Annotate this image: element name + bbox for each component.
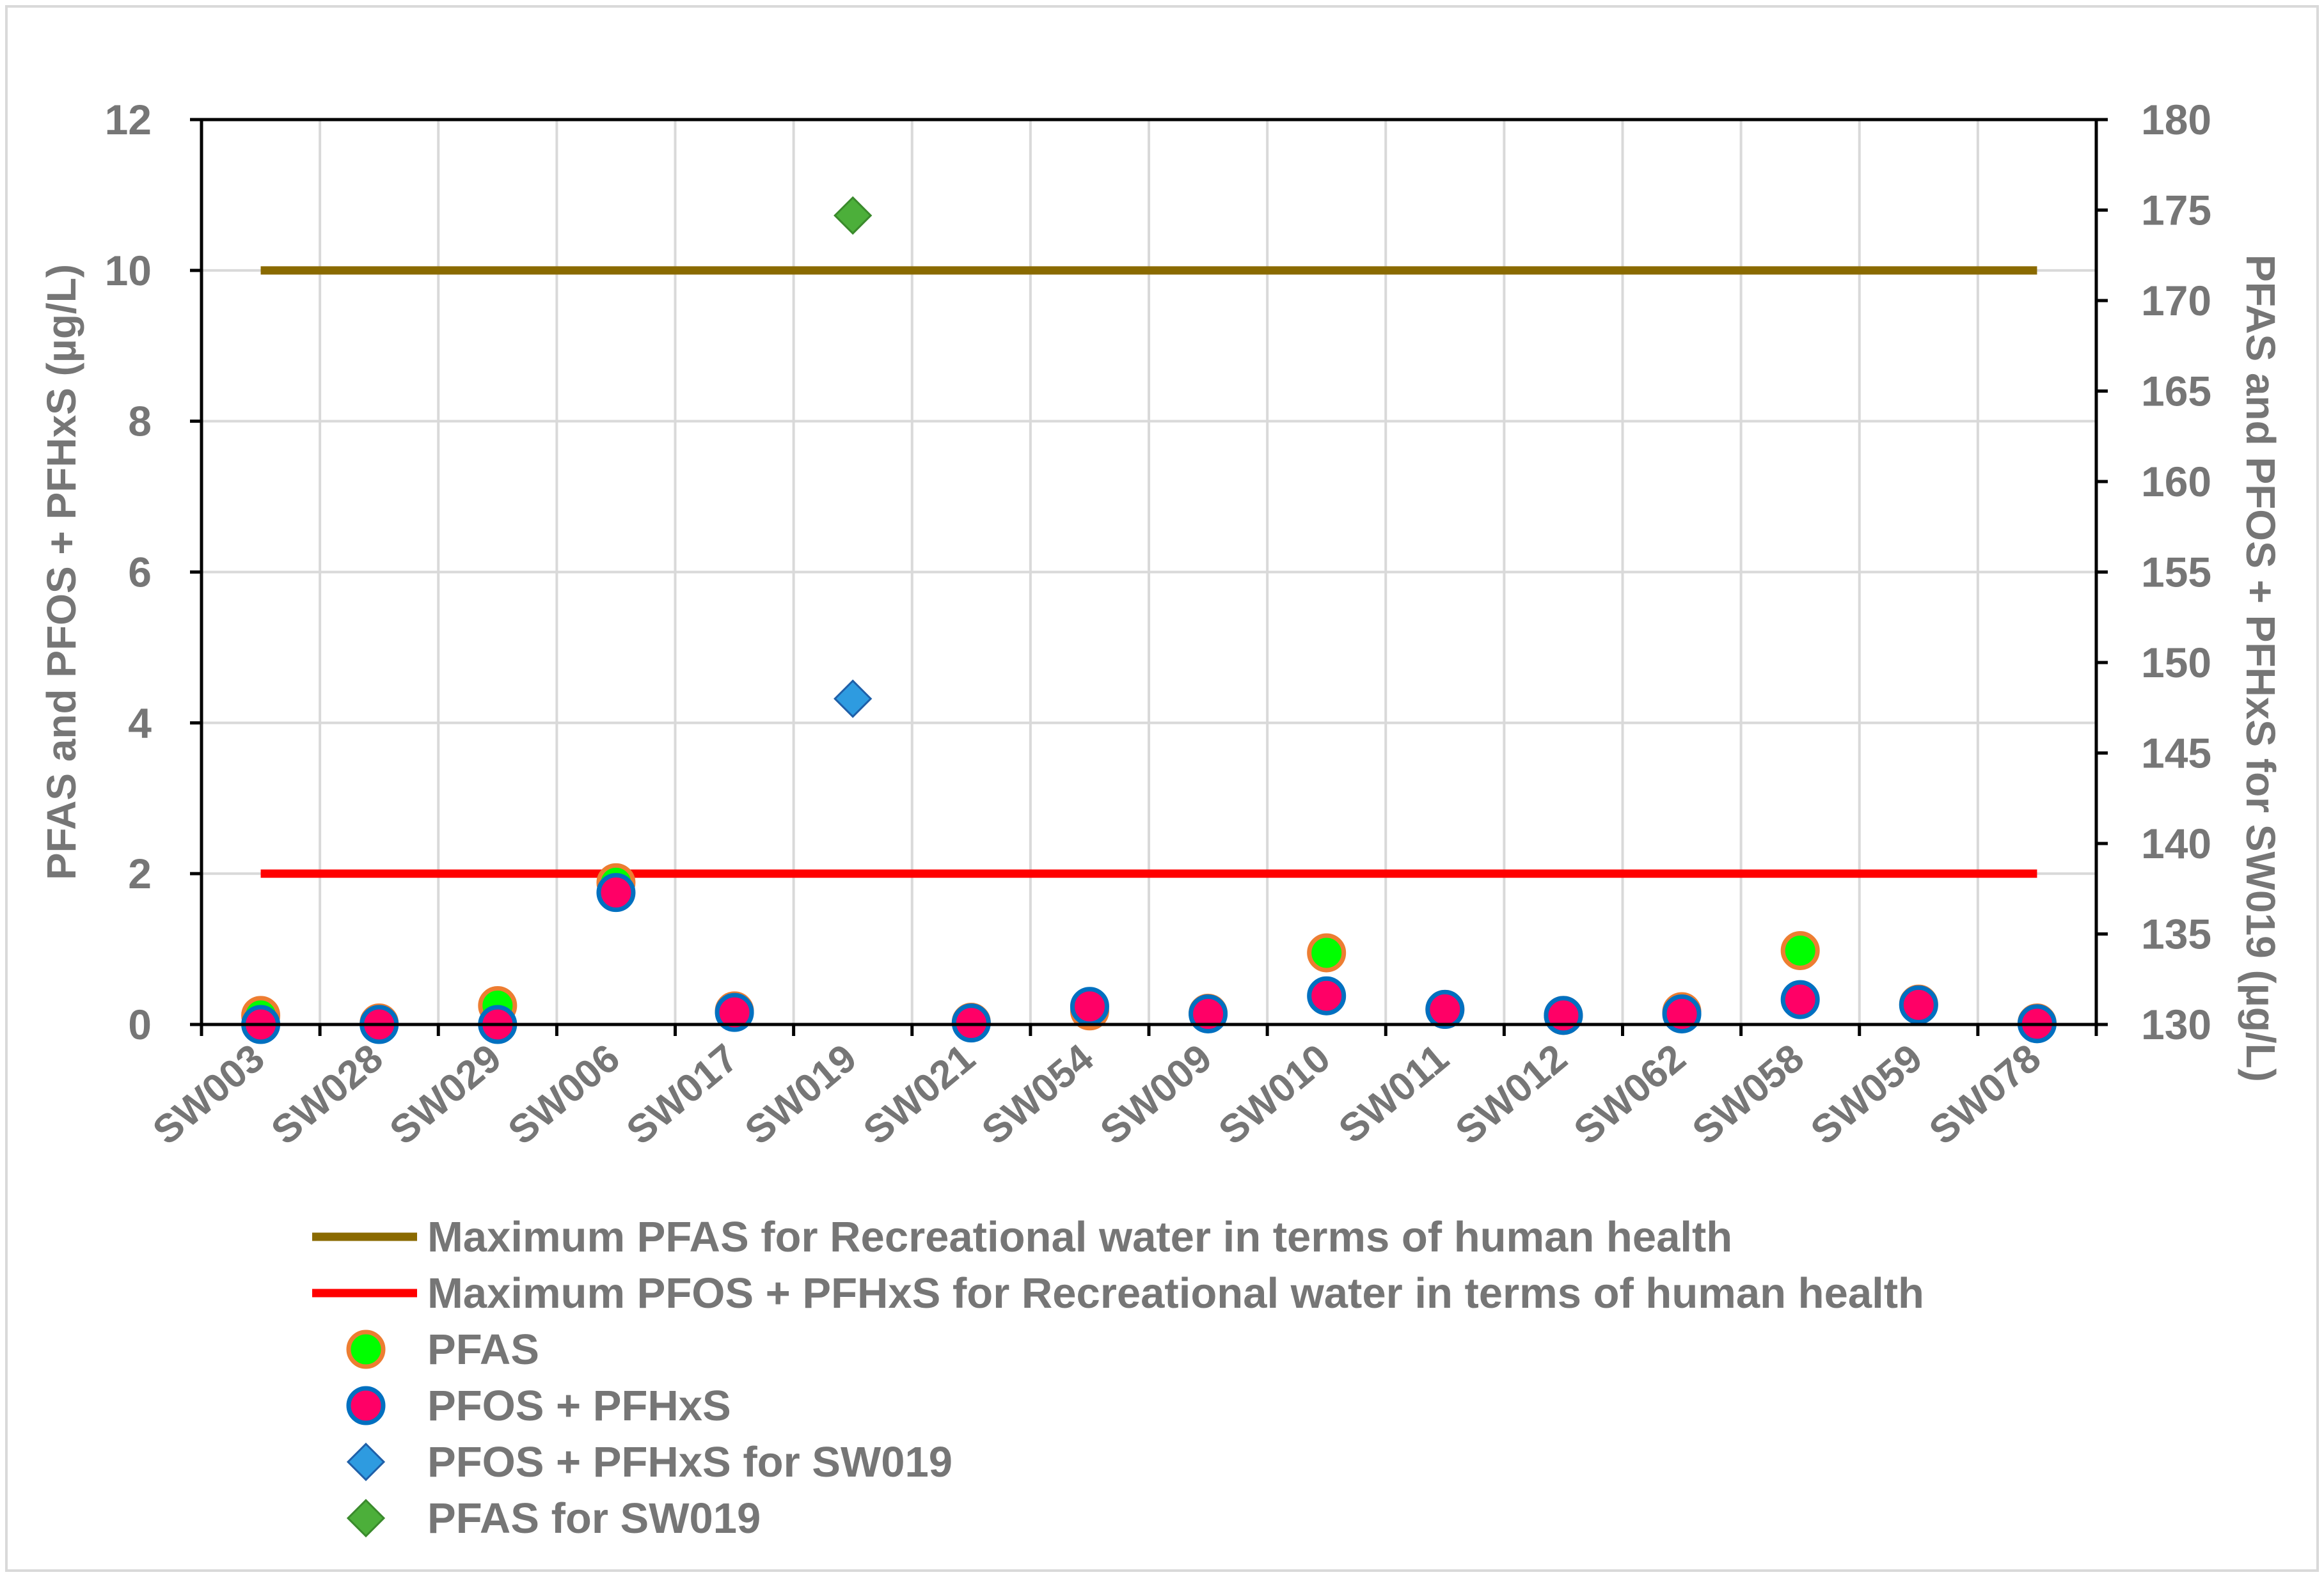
point-pfos-pfhxs-for-sw019	[834, 679, 873, 718]
legend: Maximum PFAS for Recreational water in t…	[312, 1213, 1924, 1542]
point-pfas	[1780, 930, 1820, 970]
legend-item-maximum-pfos-pfhxs-for-recreational-water-in-terms-of-human-health: Maximum PFOS + PFHxS for Recreational wa…	[312, 1269, 1924, 1317]
y-left-tick-label: 2	[128, 850, 152, 897]
point-pfos-pfhxs	[1899, 985, 1938, 1024]
point-pfas	[1307, 933, 1347, 973]
y-right-tick-label: 150	[2141, 639, 2211, 686]
point-pfos-pfhxs	[596, 873, 636, 913]
legend-label: PFOS + PFHxS	[427, 1382, 731, 1430]
legend-label: PFOS + PFHxS for SW019	[427, 1438, 953, 1486]
y-left-tick-label: 8	[128, 398, 152, 445]
y-left-tick-label: 4	[128, 699, 152, 746]
point-pfas-for-sw019	[834, 196, 873, 235]
y-right-tick-label: 160	[2141, 458, 2211, 505]
legend-item-maximum-pfas-for-recreational-water-in-terms-of-human-health: Maximum PFAS for Recreational water in t…	[312, 1213, 1732, 1261]
y-right-tick-label: 135	[2141, 911, 2211, 958]
point-pfos-pfhxs	[1662, 994, 1702, 1033]
legend-swatch-circle	[346, 1386, 386, 1425]
legend-item-pfas-for-sw019: PFAS for SW019	[346, 1495, 761, 1542]
point-pfos-pfhxs	[1189, 994, 1228, 1033]
point-pfos-pfhxs	[1425, 989, 1465, 1029]
y-left-tick-label: 0	[128, 1001, 152, 1048]
y-left-tick-label: 12	[105, 96, 152, 143]
point-pfos-pfhxs	[1780, 980, 1820, 1019]
y-axis-left-title: PFAS and PFOS + PFHxS (µg/L)	[38, 264, 84, 880]
threshold-lines	[260, 266, 2037, 878]
axes	[190, 118, 2108, 1036]
y-axis-right-title: PFAS and PFOS + PFHxS for SW019 (µg/L)	[2238, 255, 2284, 1082]
y-right-tick-label: 175	[2141, 187, 2211, 234]
y-right-tick-label: 140	[2141, 820, 2211, 867]
y-left-tick-label: 6	[128, 549, 152, 596]
point-pfos-pfhxs	[1070, 987, 1109, 1026]
legend-swatch-diamond	[346, 1442, 386, 1482]
y-right-tick-label: 165	[2141, 368, 2211, 415]
legend-item-pfos-pfhxs-for-sw019: PFOS + PFHxS for SW019	[346, 1438, 953, 1486]
legend-item-pfos-pfhxs: PFOS + PFHxS	[346, 1382, 731, 1430]
legend-label: Maximum PFOS + PFHxS for Recreational wa…	[427, 1269, 1924, 1317]
point-pfos-pfhxs	[1544, 996, 1583, 1035]
legend-swatch-diamond	[346, 1498, 386, 1538]
legend-label: PFAS	[427, 1326, 539, 1374]
legend-swatch-circle	[346, 1330, 386, 1369]
legend-item-pfas: PFAS	[346, 1326, 539, 1374]
y-right-tick-label: 130	[2141, 1001, 2211, 1048]
legend-label: Maximum PFAS for Recreational water in t…	[427, 1213, 1732, 1261]
y-right-tick-label: 170	[2141, 277, 2211, 324]
y-right-tick-label: 180	[2141, 96, 2211, 143]
point-pfos-pfhxs	[715, 992, 754, 1032]
y-right-tick-label: 145	[2141, 730, 2211, 777]
point-pfos-pfhxs	[1307, 976, 1347, 1016]
legend-label: PFAS for SW019	[427, 1495, 761, 1542]
y-right-tick-label: 155	[2141, 549, 2211, 596]
y-left-tick-label: 10	[105, 247, 152, 294]
data-markers	[241, 196, 2057, 1044]
